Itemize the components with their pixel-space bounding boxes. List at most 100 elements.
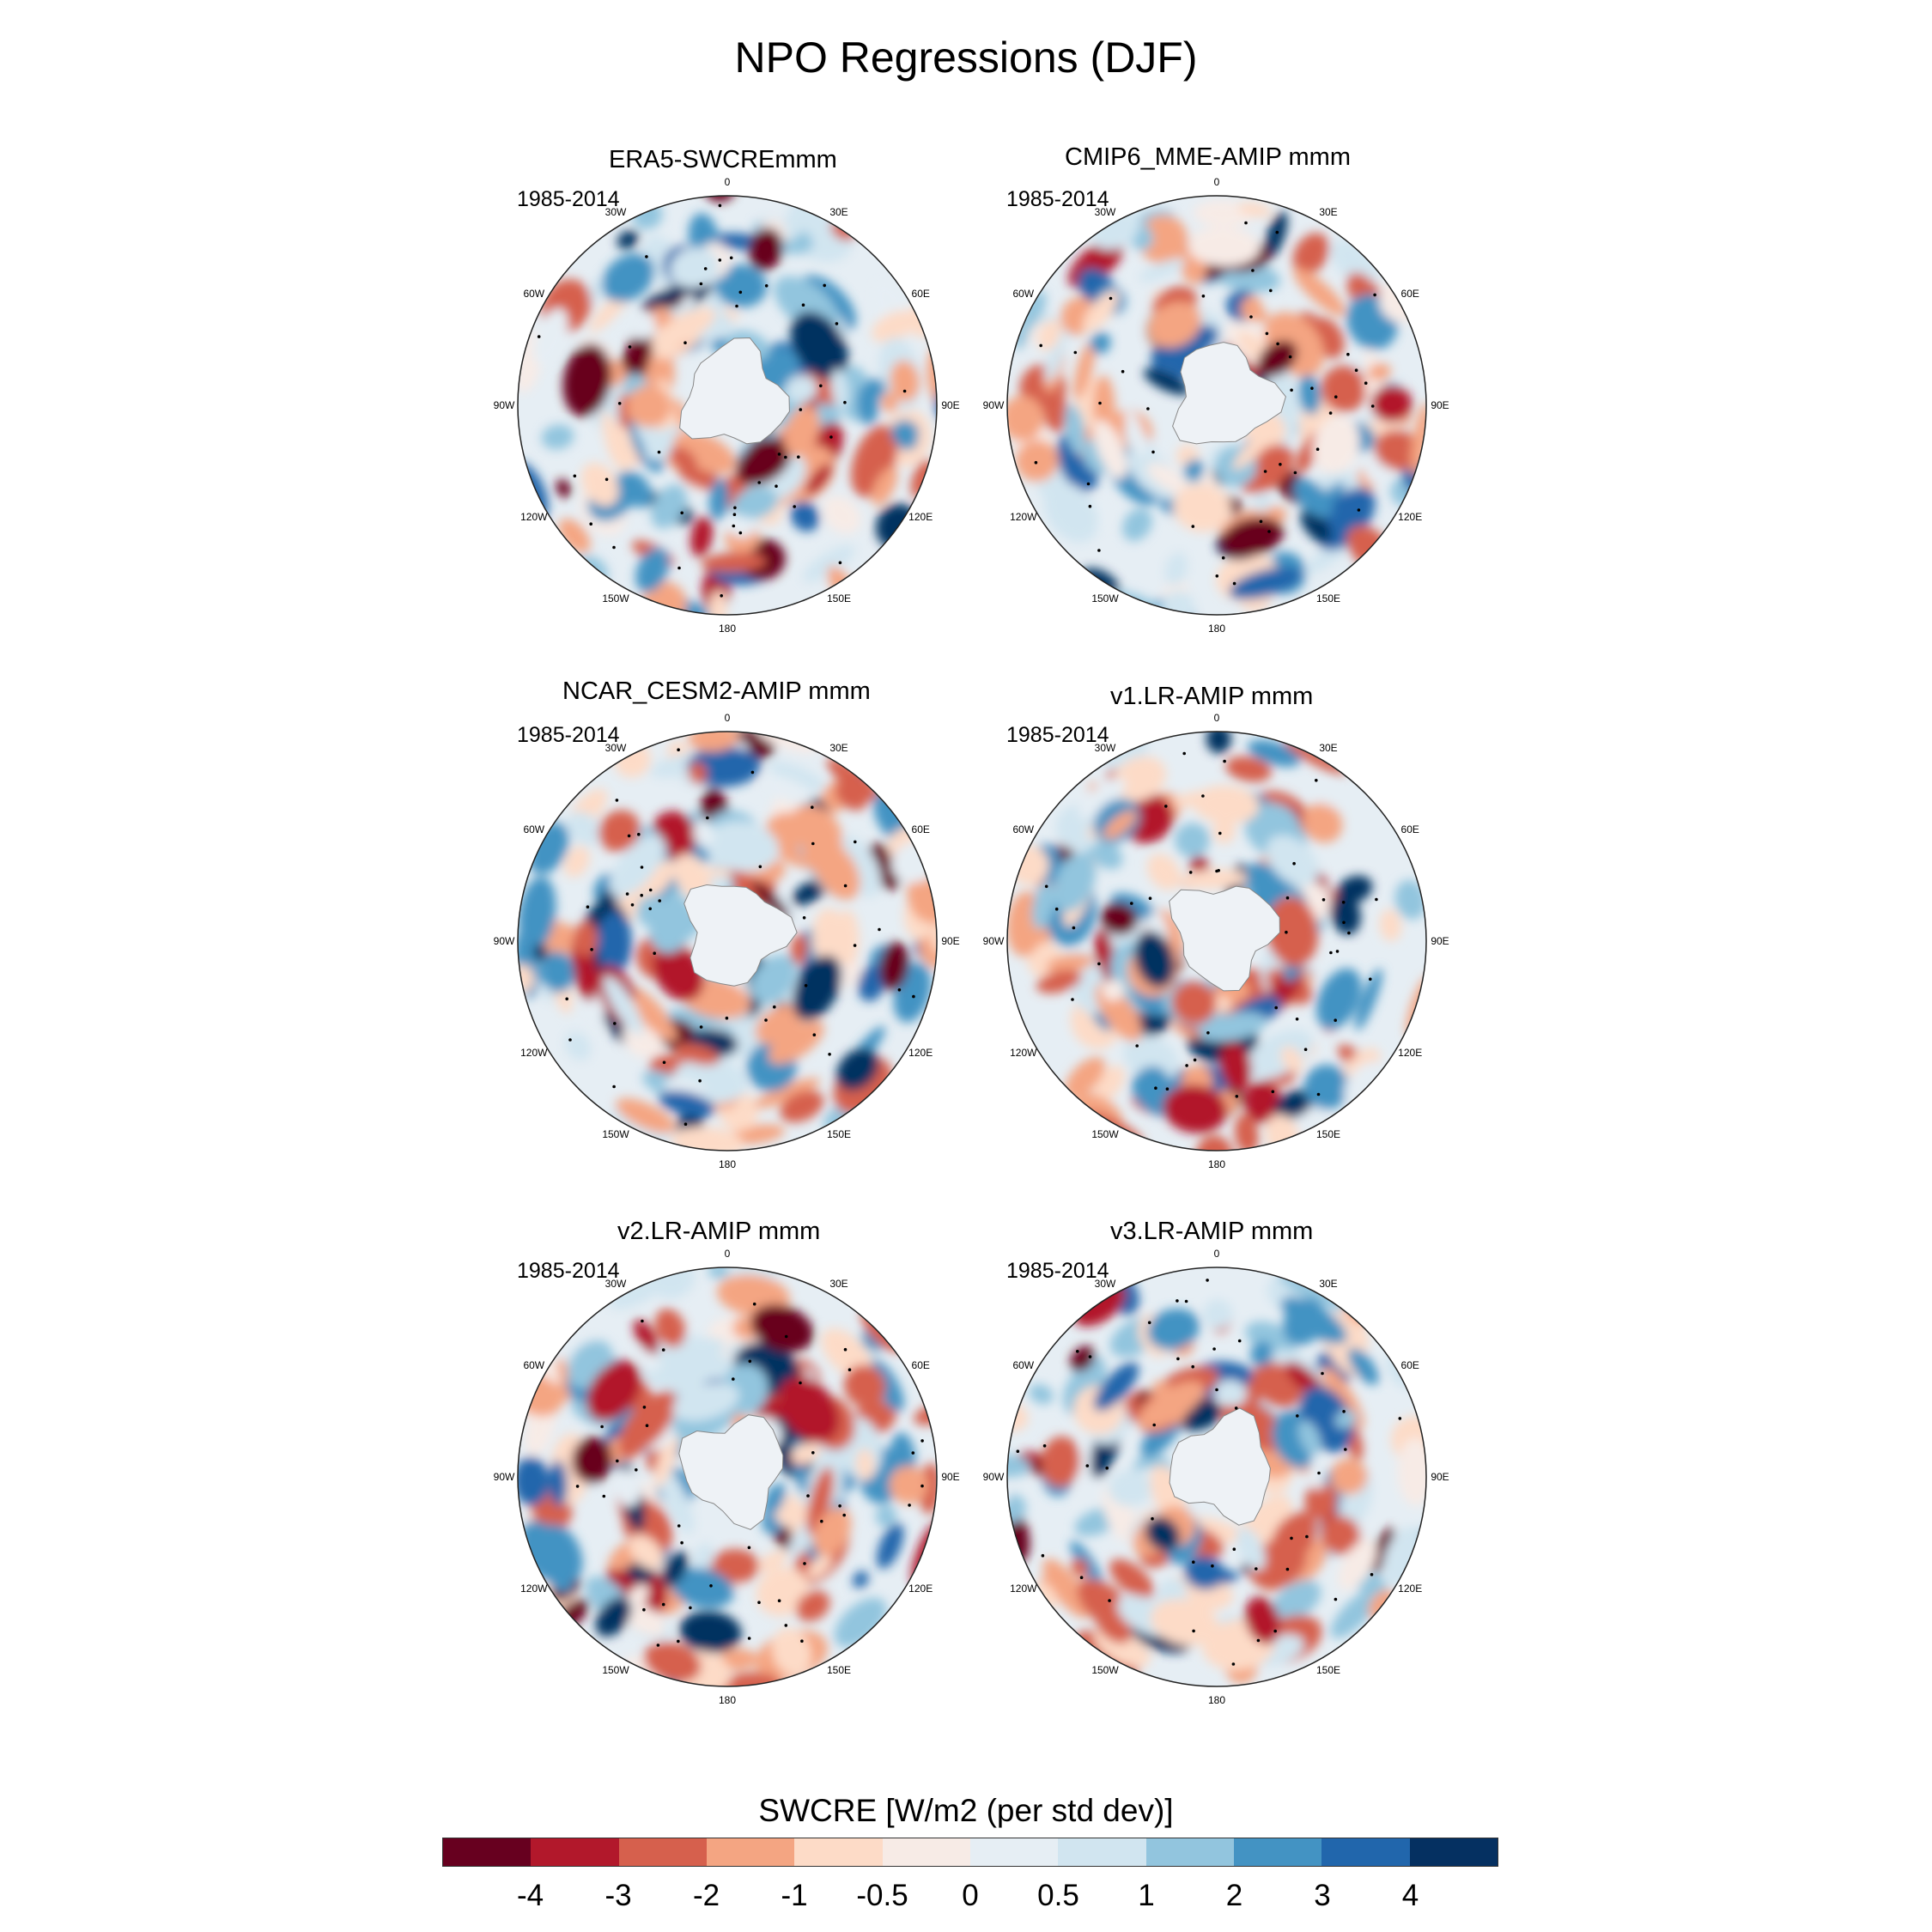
significance-dot bbox=[1370, 404, 1375, 408]
significance-dot bbox=[829, 435, 833, 439]
field-anomaly bbox=[704, 821, 780, 872]
longitude-label: 90W bbox=[983, 935, 1005, 947]
field-anomaly bbox=[675, 1043, 720, 1066]
polar-map-panel: 0 30E 60E 90E 120E 150E 180 150W 120W 90W 60W 30W bbox=[487, 1236, 968, 1717]
longitude-label: 120W bbox=[520, 511, 548, 523]
significance-dot bbox=[1288, 355, 1292, 359]
significance-dot bbox=[764, 284, 769, 288]
significance-dot bbox=[1097, 549, 1101, 552]
significance-dot bbox=[838, 1504, 841, 1508]
significance-dot bbox=[1295, 1018, 1299, 1021]
field-anomaly bbox=[1250, 1340, 1273, 1367]
significance-dot bbox=[777, 453, 781, 456]
field-anomaly bbox=[1043, 389, 1067, 433]
significance-dot bbox=[1334, 1018, 1337, 1022]
significance-dot bbox=[1328, 411, 1333, 415]
longitude-label: 30W bbox=[1095, 206, 1116, 218]
field-anomaly bbox=[1184, 459, 1204, 482]
significance-dot bbox=[747, 1546, 751, 1550]
significance-dot bbox=[1041, 1553, 1045, 1558]
longitude-label: 60W bbox=[523, 1359, 544, 1371]
significance-dot bbox=[1152, 1423, 1156, 1427]
field-anomaly bbox=[1007, 396, 1044, 441]
significance-dot bbox=[784, 455, 787, 459]
field-anomaly bbox=[1252, 492, 1273, 512]
significance-dot bbox=[820, 1519, 823, 1523]
longitude-label: 30E bbox=[1319, 206, 1337, 218]
significance-dot bbox=[1146, 407, 1150, 410]
field-anomaly bbox=[533, 307, 568, 366]
swcre-field bbox=[518, 196, 937, 615]
colorbar-tick-label: 1 bbox=[1138, 1879, 1155, 1912]
significance-dot bbox=[1321, 1371, 1324, 1376]
significance-dot bbox=[1346, 352, 1350, 356]
field-anomaly bbox=[790, 311, 848, 380]
field-anomaly bbox=[1181, 869, 1248, 890]
longitude-label: 180 bbox=[1208, 1694, 1225, 1706]
significance-dot bbox=[911, 1451, 915, 1455]
significance-dot bbox=[600, 1425, 604, 1429]
significance-dot bbox=[640, 893, 643, 897]
longitude-label: 30W bbox=[1095, 742, 1116, 754]
significance-dot bbox=[1234, 1406, 1238, 1410]
significance-dot bbox=[656, 1643, 660, 1647]
field-anomaly bbox=[1214, 1379, 1248, 1406]
longitude-label: 90E bbox=[941, 399, 959, 411]
field-anomaly bbox=[1379, 908, 1402, 942]
field-anomaly bbox=[598, 810, 641, 852]
figure-title: NPO Regressions (DJF) bbox=[734, 33, 1198, 82]
significance-dot bbox=[1042, 1444, 1047, 1448]
significance-dot bbox=[1344, 1448, 1347, 1451]
significance-dot bbox=[1231, 1662, 1236, 1666]
significance-dot bbox=[1342, 920, 1346, 925]
significance-dot bbox=[811, 841, 815, 846]
significance-dot bbox=[1147, 1321, 1151, 1325]
significance-dot bbox=[843, 400, 847, 404]
significance-dot bbox=[641, 1319, 644, 1323]
longitude-label: 30E bbox=[829, 206, 848, 218]
significance-dot bbox=[1148, 896, 1152, 900]
significance-dot bbox=[1054, 907, 1059, 911]
field-anomaly bbox=[1064, 1056, 1105, 1099]
longitude-label: 90E bbox=[941, 1471, 959, 1483]
longitude-label: 60W bbox=[523, 823, 544, 835]
field-anomaly bbox=[651, 484, 687, 529]
significance-dot bbox=[733, 506, 737, 510]
field-anomaly bbox=[1122, 507, 1152, 542]
antarctica-landmass bbox=[1172, 342, 1286, 445]
field-anomaly bbox=[643, 1641, 702, 1683]
significance-dot bbox=[1130, 902, 1133, 905]
field-anomaly bbox=[864, 378, 886, 399]
field-anomaly bbox=[1257, 340, 1297, 377]
significance-dot bbox=[657, 450, 661, 454]
field-anomaly bbox=[802, 544, 855, 583]
significance-dot bbox=[775, 484, 778, 488]
polar-map: 0 30E 60E 90E 120E 150E 180 150W 120W 90W 60W 30W bbox=[983, 176, 1449, 635]
longitude-label: 150E bbox=[827, 1664, 851, 1676]
field-anomaly bbox=[1220, 517, 1284, 558]
significance-dot bbox=[1088, 1355, 1092, 1358]
significance-dot bbox=[677, 566, 681, 570]
significance-dot bbox=[617, 402, 622, 405]
significance-dot bbox=[843, 884, 848, 888]
significance-dot bbox=[1176, 1299, 1179, 1303]
field-anomaly bbox=[793, 955, 842, 1021]
significance-dot bbox=[1188, 871, 1193, 874]
significance-dot bbox=[1108, 1599, 1111, 1602]
field-anomaly bbox=[562, 343, 611, 417]
field-anomaly bbox=[616, 1097, 676, 1133]
field-anomaly bbox=[1300, 508, 1332, 544]
polar-map-panel: 0 30E 60E 90E 120E 150E 180 150W 120W 90W 60W 30W bbox=[976, 701, 1457, 1182]
map-outline bbox=[517, 1267, 938, 1687]
significance-dot bbox=[1193, 1058, 1197, 1062]
field-anomaly bbox=[1304, 1482, 1338, 1520]
significance-dot bbox=[1269, 289, 1273, 293]
longitude-label: 60E bbox=[912, 288, 930, 300]
field-anomaly bbox=[1330, 894, 1361, 935]
significance-dot bbox=[1398, 1417, 1402, 1420]
significance-dot bbox=[748, 1359, 752, 1364]
field-anomaly bbox=[835, 778, 869, 811]
field-anomaly bbox=[654, 1309, 686, 1348]
field-anomaly bbox=[1147, 1308, 1200, 1351]
longitude-label: 0 bbox=[725, 712, 731, 724]
